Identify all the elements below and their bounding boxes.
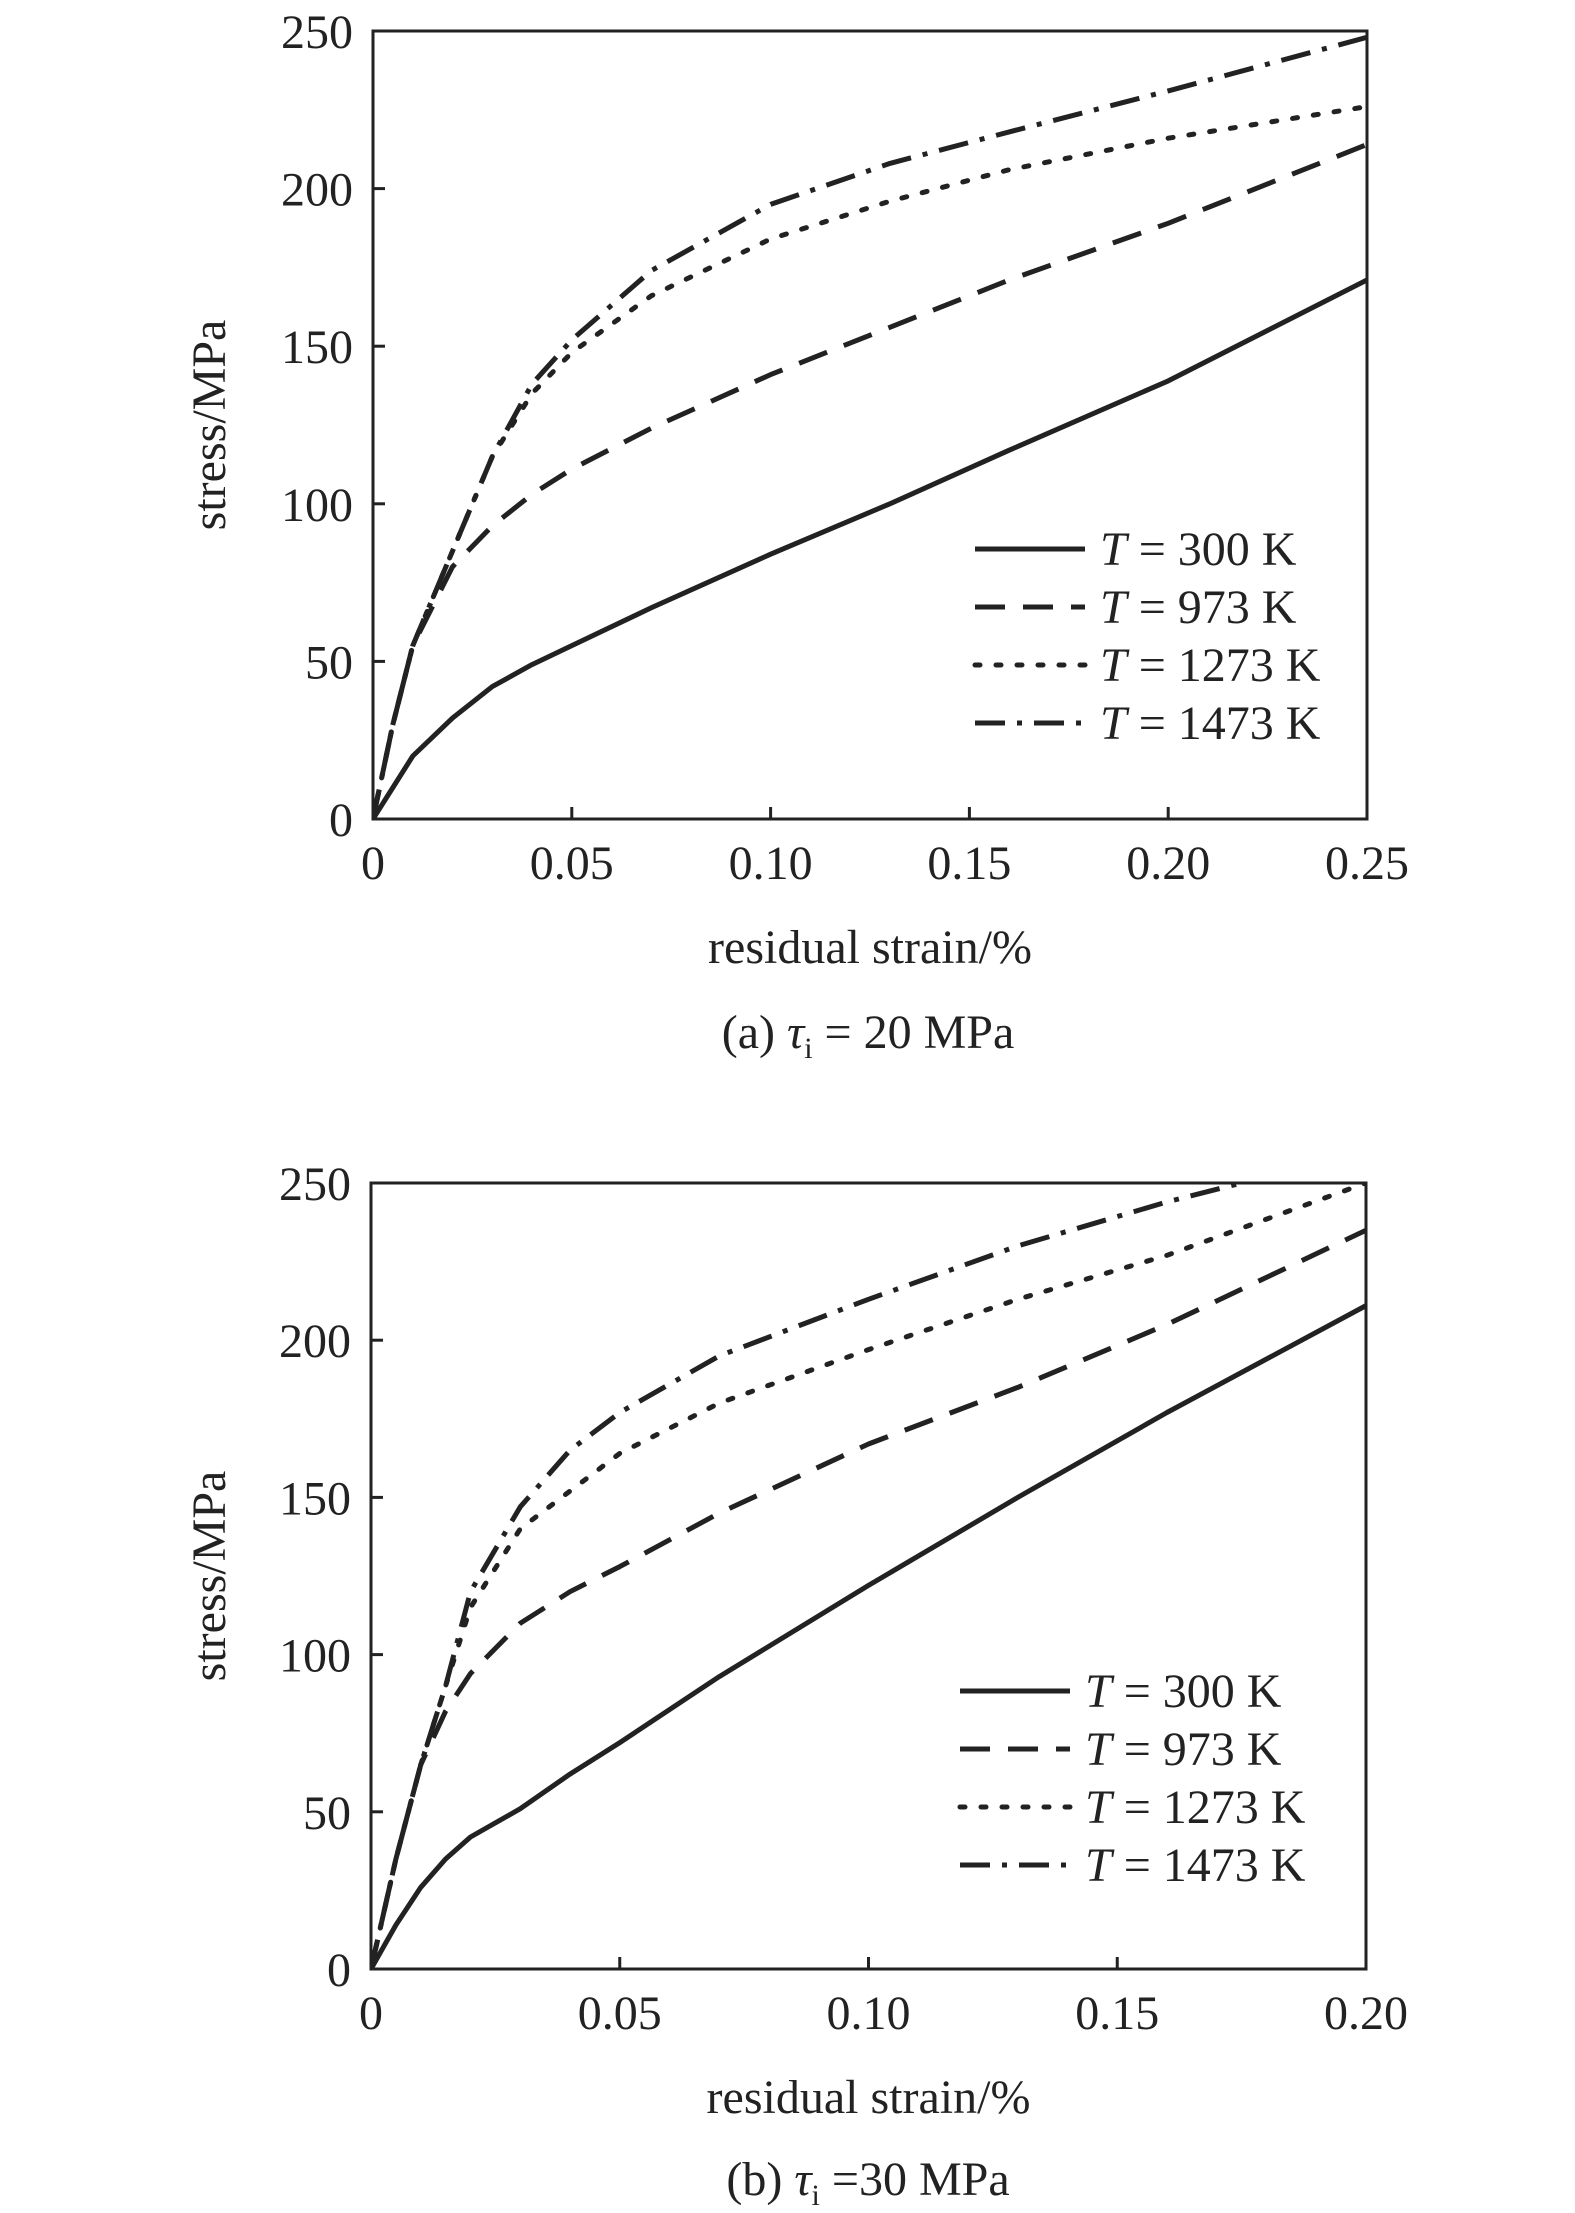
- chart-panel-b: 0 0.05 0.10 0.15 0.20 0 50 100 150 200 250 residual…: [183, 1158, 1408, 2212]
- legend-label: T = 973 K: [1085, 1723, 1282, 1776]
- y-tick-label: 100: [279, 1630, 351, 1683]
- legend-label: T = 300 K: [1085, 1665, 1282, 1718]
- series-line-t-1473-k: [373, 34, 1367, 819]
- y-tick-label: 200: [279, 1315, 351, 1368]
- legend-label: T = 1273 K: [1100, 639, 1321, 692]
- legend-label-var: T: [1085, 1781, 1115, 1834]
- x-tick-label: 0.20: [1126, 837, 1210, 890]
- panel-caption: (b) τi =30 MPa: [726, 2153, 1009, 2212]
- y-tick-label: 100: [281, 479, 353, 532]
- x-tick-label: 0.25: [1325, 837, 1409, 890]
- legend-label-rest: = 300 K: [1112, 1665, 1282, 1718]
- y-tick-label: 200: [281, 164, 353, 217]
- caption-symbol: τ: [794, 2153, 813, 2206]
- y-tick-label: 50: [303, 1787, 351, 1840]
- legend-label-var: T: [1085, 1723, 1115, 1776]
- series-group: [373, 34, 1367, 819]
- y-tick-label: 250: [281, 6, 353, 59]
- x-tick-label: 0.15: [1075, 1987, 1159, 2040]
- series-line-t-1273-k: [371, 1183, 1366, 1969]
- caption-subscript: i: [804, 1032, 812, 1065]
- legend-label-rest: = 973 K: [1127, 581, 1297, 634]
- legend: T = 300 KT = 973 KT = 1273 KT = 1473 K: [972, 523, 1321, 750]
- legend-label-var: T: [1085, 1839, 1115, 1892]
- legend-label-rest: = 1473 K: [1112, 1839, 1306, 1892]
- x-tick-label: 0: [361, 837, 385, 890]
- y-tick-label: 150: [281, 321, 353, 374]
- legend-label-rest: = 973 K: [1112, 1723, 1282, 1776]
- y-tick-label: 0: [327, 1944, 351, 1997]
- plot-frame: [371, 29, 1369, 821]
- x-tick-label: 0.10: [827, 1987, 911, 2040]
- caption-prefix: (b): [726, 2153, 794, 2206]
- y-tick-label: 50: [305, 636, 353, 689]
- x-axis-title: residual strain/%: [708, 921, 1032, 974]
- legend: T = 300 KT = 973 KT = 1273 KT = 1473 K: [957, 1665, 1306, 1892]
- series-line-t-1273-k: [373, 104, 1367, 819]
- caption-rest: = 20 MPa: [813, 1006, 1015, 1059]
- x-tick-label: 0: [359, 1987, 383, 2040]
- caption-rest: =30 MPa: [820, 2153, 1010, 2206]
- caption-symbol: τ: [787, 1006, 806, 1059]
- legend-label-var: T: [1085, 1665, 1115, 1718]
- x-tick-label: 0.20: [1324, 1987, 1408, 2040]
- legend-label: T = 973 K: [1100, 581, 1297, 634]
- caption-subscript: i: [812, 2179, 820, 2212]
- legend-label: T = 1473 K: [1085, 1839, 1306, 1892]
- legend-label-var: T: [1100, 639, 1130, 692]
- series-group: [371, 1183, 1366, 1969]
- legend-label: T = 1473 K: [1100, 697, 1321, 750]
- x-tick-label: 0.10: [729, 837, 813, 890]
- caption-prefix: (a): [722, 1006, 787, 1059]
- y-tick-label: 150: [279, 1472, 351, 1525]
- legend-label-rest: = 1473 K: [1127, 697, 1321, 750]
- panel-caption: (a) τi = 20 MPa: [722, 1006, 1015, 1065]
- x-tick-label: 0.05: [578, 1987, 662, 2040]
- legend-label-var: T: [1100, 523, 1130, 576]
- legend-label-var: T: [1100, 697, 1130, 750]
- y-axis-title: stress/MPa: [183, 1471, 236, 1682]
- legend-label: T = 300 K: [1100, 523, 1297, 576]
- x-tick-label: 0.05: [530, 837, 614, 890]
- legend-label-var: T: [1100, 581, 1130, 634]
- series-line-t-300-k: [371, 1303, 1366, 1969]
- x-axis-title: residual strain/%: [707, 2071, 1031, 2124]
- legend-label-rest: = 1273 K: [1112, 1781, 1306, 1834]
- y-tick-label: 250: [279, 1158, 351, 1211]
- series-line-t-300-k: [373, 277, 1367, 819]
- y-tick-label: 0: [329, 794, 353, 847]
- y-axis-title: stress/MPa: [183, 320, 236, 531]
- x-tick-label: 0.15: [927, 837, 1011, 890]
- legend-label-rest: = 1273 K: [1127, 639, 1321, 692]
- legend-label-rest: = 300 K: [1127, 523, 1297, 576]
- chart-panel-a: 0 0.05 0.10 0.15 0.20 0.25 0 50 100 150 200 250 resi…: [183, 6, 1409, 1065]
- legend-label: T = 1273 K: [1085, 1781, 1306, 1834]
